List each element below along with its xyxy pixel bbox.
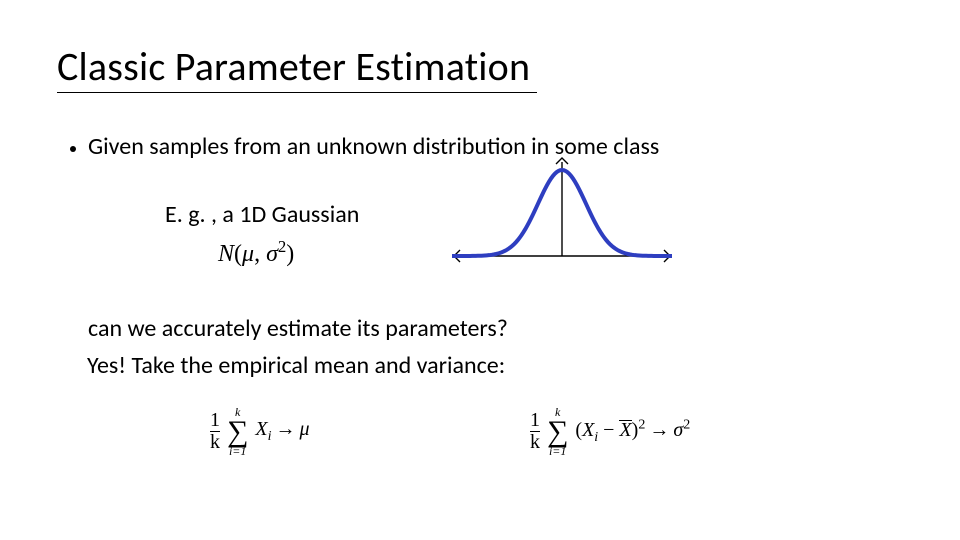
variance-formula: 1k k∑i=1 (Xi − X)2→σ2 [530, 406, 690, 457]
bullet-icon [70, 146, 76, 152]
gaussian-plot [452, 156, 672, 276]
question-line: can we accurately estimate its parameter… [88, 314, 508, 343]
slide: Classic Parameter Estimation Given sampl… [0, 0, 960, 540]
mean-formula: 1k k∑i=1 Xi→μ [210, 406, 310, 457]
slide-title: Classic Parameter Estimation [57, 42, 530, 91]
example-label: E. g. , a 1D Gaussian [165, 200, 359, 229]
title-underline [57, 92, 537, 93]
answer-line: Yes! Take the empirical mean and varianc… [87, 351, 505, 380]
distribution-notation: N(μ, σ2) [218, 237, 294, 268]
